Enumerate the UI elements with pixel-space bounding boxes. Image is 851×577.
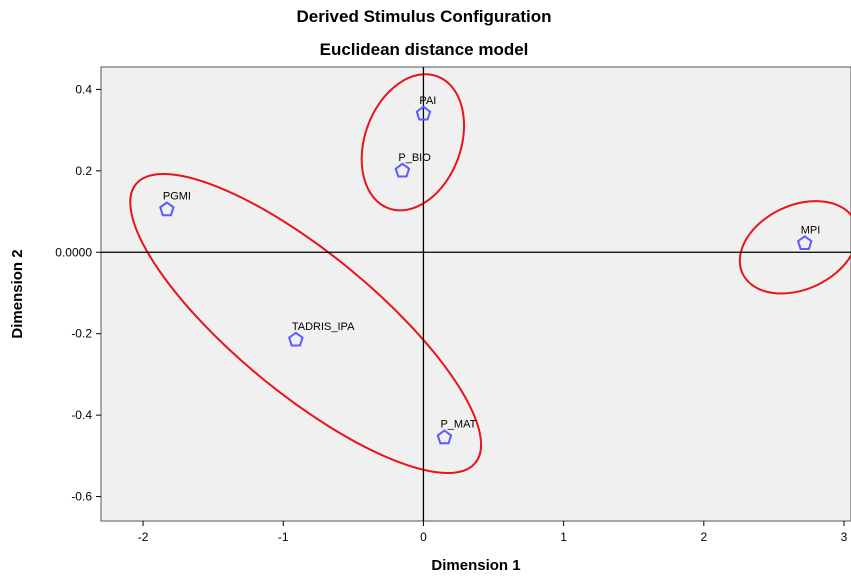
y-tick-label: -0.2 (71, 327, 92, 341)
cluster-ellipse (360, 73, 466, 212)
point-label: TADRIS_IPA (292, 321, 355, 333)
plot-area (100, 66, 851, 522)
data-point (436, 429, 453, 445)
y-tick-label: -0.4 (71, 408, 92, 422)
x-tick-label: 2 (700, 530, 707, 544)
chart-title: Derived Stimulus Configuration (296, 7, 551, 26)
y-tick-label: -0.6 (71, 490, 92, 504)
cluster-ellipse (129, 172, 483, 475)
y-tick-label: 0.4 (75, 82, 92, 96)
chart-subtitle: Euclidean distance model (320, 40, 529, 59)
point-label: PGMI (163, 191, 191, 203)
y-tick-label: 0.0000 (55, 245, 92, 259)
point-label: P_BIO (398, 152, 431, 164)
x-axis-title: Dimension 1 (431, 557, 520, 574)
x-tick-label: -1 (278, 530, 289, 544)
cluster-layer (129, 73, 851, 475)
point-label: P_MAT (440, 419, 476, 431)
data-point (288, 331, 304, 347)
data-point (394, 162, 411, 178)
point-label: PAI (419, 95, 436, 107)
x-tick-label: -2 (138, 530, 149, 544)
point-label: MPI (801, 224, 821, 236)
y-axis-title: Dimension 2 (9, 249, 26, 338)
points-layer: PAI P_BIO PGMI MPI TADRIS_IPA P_MAT (159, 95, 821, 445)
x-tick-label: 3 (841, 530, 848, 544)
x-tick-label: 0 (420, 530, 427, 544)
cluster-ellipse (738, 200, 851, 295)
data-point (796, 235, 813, 250)
y-tick-label: 0.2 (75, 164, 92, 178)
data-point (415, 105, 432, 121)
axes-layer (96, 67, 851, 526)
x-tick-label: 1 (560, 530, 567, 544)
data-point (159, 201, 175, 217)
